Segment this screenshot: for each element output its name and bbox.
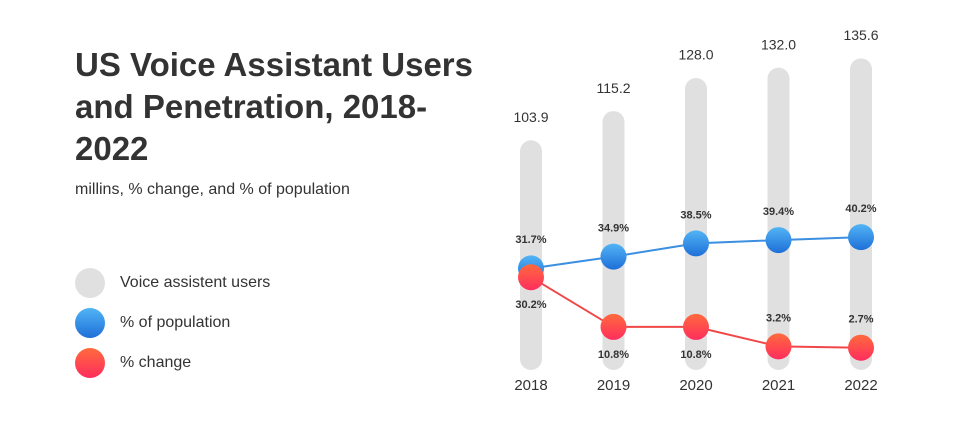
value-label: 30.2% [515,299,546,311]
point [518,264,544,291]
point [765,333,792,360]
x-tick-label: 2018 [514,377,547,394]
point [600,313,627,340]
value-label: 39.4% [763,206,794,218]
value-label: 40.2% [845,203,876,215]
bar [767,67,790,370]
value-label: 135.6 [843,27,878,43]
legend-label: Voice assistent users [120,274,270,291]
legend-label: % change [120,354,191,371]
value-label: 128.0 [678,47,713,63]
value-label: 34.9% [598,222,629,234]
x-tick-label: 2021 [762,377,795,394]
value-label: 132.0 [761,36,796,52]
legend-swatch [75,308,105,338]
bar [850,58,872,370]
point [765,227,792,254]
x-tick-label: 2022 [844,377,877,394]
bar [602,111,625,371]
legend-swatch [75,348,105,378]
bar [520,140,542,370]
chart-title: US Voice Assistant Users and Penetration… [75,46,473,167]
point [683,230,709,257]
value-label: 31.7% [515,234,546,246]
point [848,224,874,251]
value-label: 103.9 [513,109,548,125]
bar [685,78,707,371]
x-tick-label: 2019 [597,377,630,394]
value-label: 3.2% [766,312,791,324]
legend-swatch [75,268,105,298]
value-label: 115.2 [597,80,631,96]
value-label: 38.5% [680,209,711,221]
value-label: 2.7% [848,314,873,326]
value-label: 10.8% [680,349,711,361]
x-tick-label: 2020 [679,377,712,394]
point [848,334,874,361]
chart-subtitle: millins, % change, and % of population [75,181,350,198]
point [600,243,627,270]
legend-label: % of population [120,314,230,331]
point [683,313,709,340]
value-label: 10.8% [598,349,629,361]
